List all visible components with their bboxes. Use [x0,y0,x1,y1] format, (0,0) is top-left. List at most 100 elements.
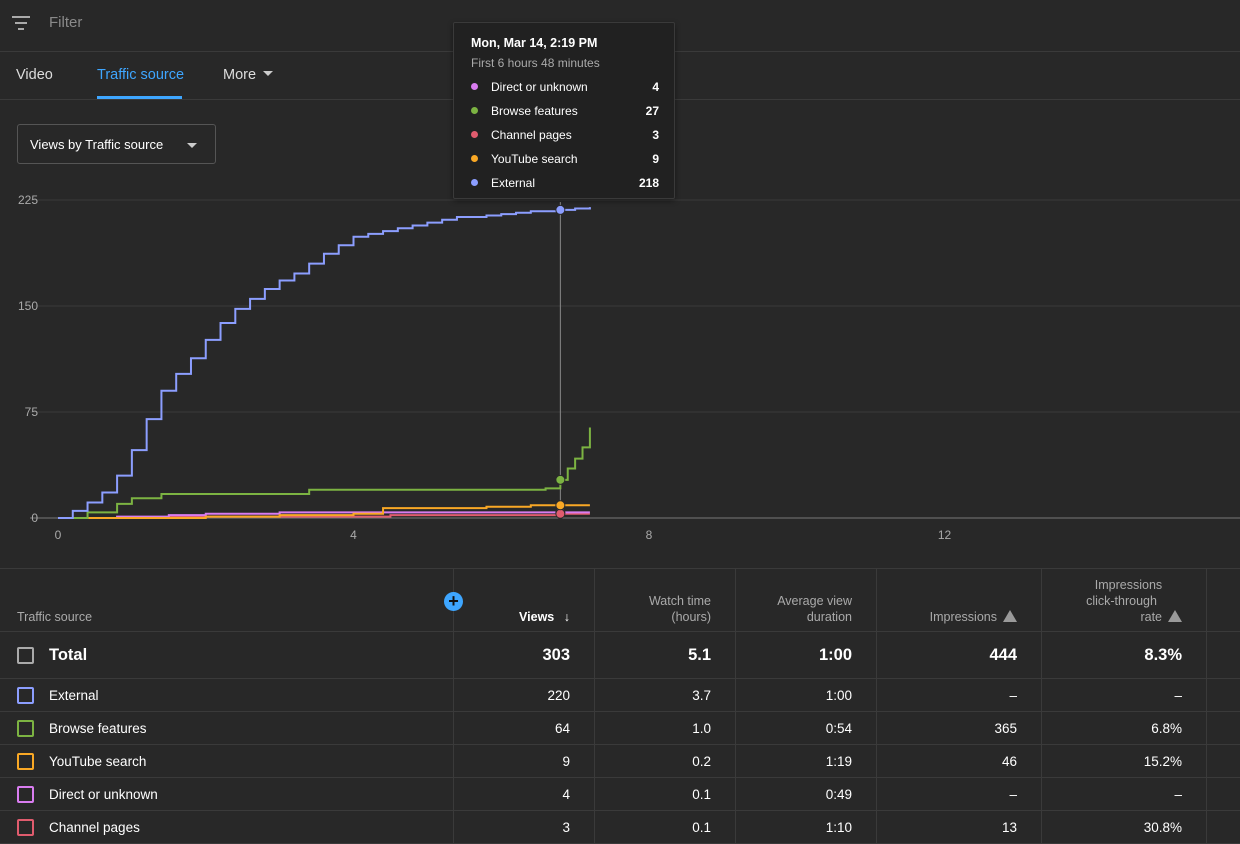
hover-point [555,500,566,511]
legend-dot [471,155,478,162]
row-watch-time: 3.7 [692,687,711,703]
hover-point [555,204,566,215]
row-ctr: 30.8% [1143,819,1182,835]
row-views: 303 [542,646,570,664]
row-checkbox[interactable] [17,719,34,737]
warning-icon[interactable] [1168,610,1182,622]
column-divider [1041,568,1042,843]
header-watch-time-line2: (hours) [671,610,711,624]
row-watch-time: 0.1 [692,819,711,835]
header-impressions[interactable]: Impressions [896,609,1017,625]
row-traffic-source: YouTube search [49,753,147,769]
tab-traffic-source[interactable]: Traffic source [97,67,185,83]
row-ctr: 8.3% [1144,646,1182,664]
tooltip-row-name: Direct or unknown [491,80,588,94]
legend-dot [471,131,478,138]
row-traffic-source: External [49,687,99,703]
table-header [0,568,1240,632]
row-watch-time: 1.0 [692,720,711,736]
row-ctr: 6.8% [1151,720,1182,736]
tooltip-row-name: External [491,176,536,190]
table-row: Browse features 64 1.0 0:54 365 6.8% [0,712,1240,745]
column-divider [1206,568,1207,843]
header-watch-time-line1: Watch time [648,594,711,608]
header-ctr-line1: Impressions [1094,578,1163,592]
row-checkbox[interactable] [17,752,34,770]
tooltip-row-value: 9 [652,152,659,166]
row-views: 3 [562,819,570,835]
series-line-browse-features [58,427,591,519]
row-traffic-source: Direct or unknown [49,786,158,802]
header-avg-line1: Average view [777,594,852,608]
metric-dropdown-label: Views by Traffic source [30,137,164,152]
row-impressions: 365 [994,720,1017,736]
tab-more[interactable]: More [223,67,274,83]
filter-icon[interactable] [12,15,32,31]
warning-icon[interactable] [1003,610,1017,622]
add-metric-button[interactable]: + [444,592,463,611]
row-impressions: 13 [1001,819,1017,835]
filter-input[interactable]: Filter [49,14,83,31]
series-line-youtube-search [58,504,590,519]
tooltip-row-value: 27 [645,104,659,118]
y-tick-label: 75 [25,405,39,419]
x-tick-label: 12 [938,528,952,542]
tab-video[interactable]: Video [16,67,53,83]
row-traffic-source: Total [49,646,88,664]
x-tick-label: 0 [55,528,62,542]
row-watch-time: 5.1 [688,646,711,664]
legend-dot [471,179,478,186]
header-impressions-ctr[interactable]: Impressions click-through rate [1061,577,1182,625]
row-views: 9 [562,753,570,769]
header-impressions-label: Impressions [929,610,997,624]
row-impressions: – [1009,687,1017,703]
tooltip-subtitle: First 6 hours 48 minutes [471,56,600,70]
row-traffic-source: Browse features [49,720,147,736]
row-impressions: – [1009,786,1017,802]
header-average-view-duration[interactable]: Average view duration [742,593,852,625]
tooltip-row-value: 4 [652,80,659,94]
header-views[interactable]: Views ↓ [470,609,570,625]
header-views-label: Views [519,610,555,624]
y-tick-label: 0 [31,511,38,525]
tooltip-row-value: 3 [652,128,659,142]
row-average-view-duration: 1:00 [825,687,852,703]
header-ctr-line3-label: rate [1140,610,1162,624]
row-average-view-duration: 1:19 [825,753,852,769]
row-checkbox[interactable] [17,686,34,704]
header-avg-line2: duration [806,610,852,624]
header-watch-time[interactable]: Watch time (hours) [611,593,711,625]
row-checkbox[interactable] [17,818,34,836]
row-ctr: 15.2% [1143,753,1182,769]
tooltip-row-name: YouTube search [491,152,578,166]
tab-more-label: More [223,67,257,83]
x-tick-label: 8 [646,528,653,542]
row-average-view-duration: 0:49 [825,786,852,802]
row-watch-time: 0.2 [692,753,711,769]
tooltip-row: YouTube search 9 [471,151,659,167]
column-divider [876,568,877,843]
row-checkbox[interactable] [17,785,34,803]
tooltip-row-value: 218 [638,176,659,190]
chevron-down-icon [263,70,274,76]
table-row: Channel pages 3 0.1 1:10 13 30.8% [0,811,1240,844]
active-tab-indicator [97,96,182,99]
hover-point [555,474,566,485]
table-row: YouTube search 9 0.2 1:19 46 15.2% [0,745,1240,778]
traffic-source-line-chart[interactable]: 225 150 75 0 0 4 8 12 [0,180,1240,560]
header-traffic-source[interactable]: Traffic source [17,610,93,624]
header-ctr-line3: rate [1061,609,1182,625]
x-tick-label: 4 [350,528,357,542]
column-divider [453,568,454,843]
metric-dropdown[interactable]: Views by Traffic source [17,124,216,164]
series-line-direct-or-unknown [58,511,590,519]
row-views: 220 [547,687,570,703]
row-impressions: 46 [1001,753,1017,769]
row-traffic-source: Channel pages [49,819,140,835]
row-checkbox[interactable] [17,646,34,664]
chart-tooltip: Mon, Mar 14, 2:19 PM First 6 hours 48 mi… [453,22,675,199]
header-ctr-line2: click-through [1086,594,1157,608]
legend-dot [471,107,478,114]
y-tick-label: 150 [18,299,38,313]
y-tick-label: 225 [18,193,38,207]
